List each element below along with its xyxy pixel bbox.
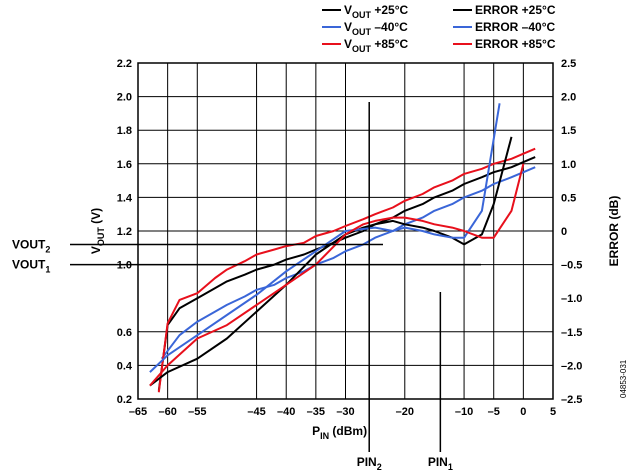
y2-tick-label: –2.0	[561, 360, 582, 372]
tick-labels: –65 –60 –55 –45 –40 –35 –30 –20 –10 –5 0 5 0.2 0.4 0.6…	[117, 58, 583, 418]
x-tick-label: –5	[488, 406, 500, 418]
legend-label: VOUT +25°C	[344, 3, 409, 20]
ref-label: VOUT1	[12, 258, 50, 275]
x-tick-label: –35	[307, 406, 325, 418]
series-line	[157, 147, 536, 393]
series-line	[160, 166, 536, 360]
x-tick-label: –45	[247, 406, 265, 418]
ref-label: PIN2	[357, 455, 382, 471]
legend-label: VOUT –40°C	[344, 20, 408, 37]
x-tick-label: –60	[158, 406, 176, 418]
legend-label: ERROR –40°C	[475, 20, 555, 34]
x-tick-label: 0	[520, 406, 526, 418]
series-line	[157, 156, 536, 391]
y-tick-label: 1.2	[117, 226, 132, 238]
x-axis-title: PIN (dBm)	[312, 424, 367, 441]
x-tick-label: –55	[188, 406, 206, 418]
y-tick-label: 0.6	[117, 327, 132, 339]
series-line	[149, 136, 513, 387]
series-line	[149, 163, 525, 387]
y-tick-label: 1.6	[117, 159, 132, 171]
y-axis-title: VOUT (V)	[89, 208, 106, 254]
ref-label: VOUT2	[12, 237, 50, 254]
y2-tick-label: 2.5	[561, 58, 576, 70]
y2-tick-label: 0.5	[561, 192, 576, 204]
series-line	[149, 103, 501, 373]
y2-tick-label: 0	[561, 226, 567, 238]
figure-id: 04853-031	[619, 359, 628, 398]
series-layer	[149, 103, 536, 393]
y2-tick-label: –1.5	[561, 327, 582, 339]
x-tick-label: 5	[550, 406, 556, 418]
y2-tick-label: 2.0	[561, 92, 576, 104]
legend-label: ERROR +25°C	[475, 3, 556, 17]
x-tick-label: –40	[277, 406, 295, 418]
ref-label: PIN1	[428, 455, 453, 471]
y-tick-label: 0.4	[117, 360, 133, 372]
y-tick-label: 1.0	[117, 260, 132, 272]
x-tick-label: –65	[129, 406, 147, 418]
x-tick-label: –30	[336, 406, 354, 418]
legend-label: VOUT +85°C	[344, 37, 409, 54]
legend-label: ERROR +85°C	[475, 37, 556, 51]
y2-tick-label: 1.5	[561, 125, 576, 137]
y-tick-label: 1.4	[117, 192, 133, 204]
y-tick-label: 1.8	[117, 125, 132, 137]
y-tick-label: 0.2	[117, 394, 132, 406]
plot-border	[137, 62, 554, 400]
y2-tick-label: 1.0	[561, 159, 576, 171]
plot-frame	[137, 62, 554, 400]
y2-tick-label: –1.0	[561, 293, 582, 305]
reference-lines: VOUT2 VOUT1 PIN2 PIN1	[12, 102, 481, 471]
y2-axis-title: ERROR (dB)	[607, 196, 621, 267]
y-tick-label: 2.2	[117, 58, 132, 70]
x-tick-label: –20	[396, 406, 414, 418]
y-tick-label: 2.0	[117, 92, 132, 104]
x-tick-label: –10	[455, 406, 473, 418]
y2-tick-label: –0.5	[561, 260, 582, 272]
y2-tick-label: –2.5	[561, 394, 582, 406]
